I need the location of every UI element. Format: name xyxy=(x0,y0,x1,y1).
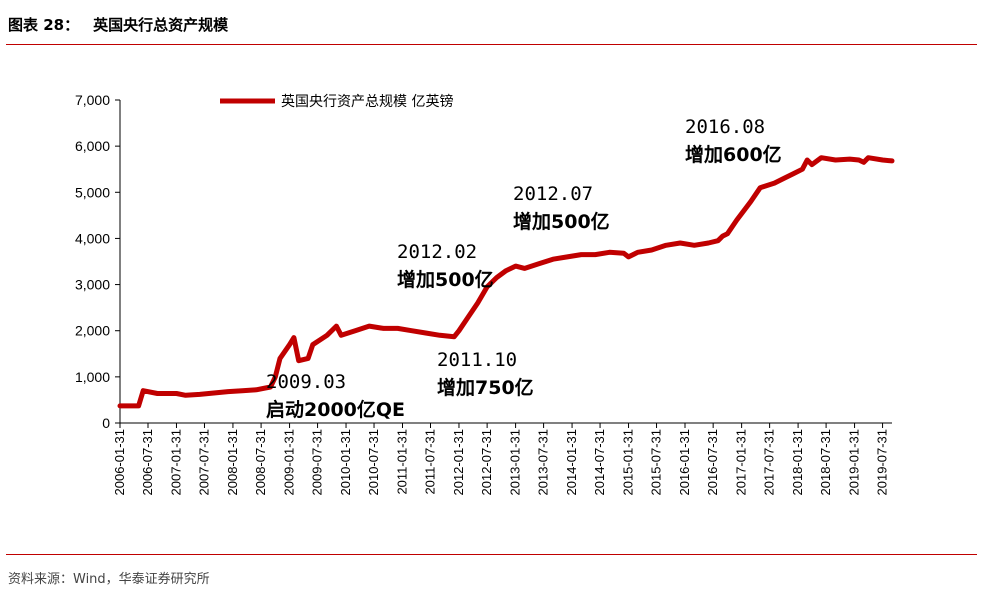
annotation-text: 增加500亿 xyxy=(397,268,494,291)
x-tick-label: 2012-01-31 xyxy=(451,429,466,496)
x-tick-label: 2011-01-31 xyxy=(394,429,409,495)
x-tick-label: 2008-07-31 xyxy=(253,429,268,496)
x-tick-label: 2009-01-31 xyxy=(282,429,297,496)
y-tick-label: 2,000 xyxy=(75,323,110,339)
x-tick-label: 2006-07-31 xyxy=(140,429,155,496)
x-tick-label: 2014-07-31 xyxy=(592,429,607,496)
x-tick-label: 2009-07-31 xyxy=(310,429,325,496)
annotation-text: 增加500亿 xyxy=(513,210,610,233)
y-tick-label: 0 xyxy=(102,415,110,431)
x-tick-label: 2014-01-31 xyxy=(564,429,579,496)
annotation-text: 启动2000亿QE xyxy=(266,398,405,421)
x-tick-label: 2017-07-31 xyxy=(762,429,777,496)
annotations: 2009.03 启动2000亿QE 2011.10 增加750亿 2012.02 增加50… xyxy=(266,116,782,421)
series-line xyxy=(117,155,895,409)
bottom-rule xyxy=(6,554,977,555)
annotation-date: 2009.03 xyxy=(266,371,346,393)
figure-title: 英国央行总资产规模 xyxy=(93,16,229,34)
x-tick-label: 2010-07-31 xyxy=(366,429,381,496)
x-axis: 2006-01-31 2006-07-31 2007-01-31 2007-07-31… xyxy=(112,422,892,496)
x-tick-label: 2019-07-31 xyxy=(875,429,890,496)
x-tick-label: 2013-07-31 xyxy=(536,429,551,496)
top-rule xyxy=(6,44,977,45)
y-tick-label: 7,000 xyxy=(75,92,110,108)
source-note: 资料来源：Wind，华泰证券研究所 xyxy=(8,572,210,587)
y-tick-label: 4,000 xyxy=(75,230,110,246)
legend-label: 英国央行资产总规模 亿英镑 xyxy=(281,93,453,110)
annotation-text: 增加600亿 xyxy=(685,143,782,166)
x-tick-label: 2016-01-31 xyxy=(677,429,692,496)
y-axis: 0 1,000 2,000 3,000 4,000 5,000 6,000 7,000 xyxy=(75,92,121,431)
x-tick-label: 2017-01-31 xyxy=(734,429,749,496)
x-tick-label: 2011-07-31 xyxy=(423,429,438,495)
legend: 英国央行资产总规模 亿英镑 xyxy=(220,93,453,110)
annotation-date: 2012.07 xyxy=(513,183,593,205)
annotation-date: 2012.02 xyxy=(397,241,477,263)
y-tick-label: 6,000 xyxy=(75,138,110,154)
annotation-date: 2016.08 xyxy=(685,116,765,138)
x-tick-label: 2010-01-31 xyxy=(338,429,353,496)
series-layer xyxy=(117,155,895,409)
annotation-date: 2011.10 xyxy=(437,349,517,371)
x-tick-label: 2018-07-31 xyxy=(818,429,833,496)
y-tick-label: 5,000 xyxy=(75,184,110,200)
x-tick-label: 2007-01-31 xyxy=(168,429,183,496)
x-tick-label: 2015-01-31 xyxy=(621,429,636,496)
x-tick-label: 2012-07-31 xyxy=(479,429,494,496)
figure-number: 图表 28： xyxy=(8,16,80,34)
figure-header: 图表 28： 英国央行总资产规模 xyxy=(8,14,228,35)
x-tick-label: 2008-01-31 xyxy=(225,429,240,496)
x-tick-label: 2018-01-31 xyxy=(790,429,805,496)
y-tick-label: 1,000 xyxy=(75,369,110,385)
x-tick-label: 2016-07-31 xyxy=(705,429,720,496)
y-tick-label: 3,000 xyxy=(75,277,110,293)
x-tick-label: 2013-01-31 xyxy=(508,429,523,496)
x-tick-label: 2006-01-31 xyxy=(112,429,127,496)
annotation-text: 增加750亿 xyxy=(437,376,534,399)
x-tick-label: 2015-07-31 xyxy=(649,429,664,496)
x-tick-label: 2019-01-31 xyxy=(847,429,862,496)
x-tick-label: 2007-07-31 xyxy=(196,429,211,496)
